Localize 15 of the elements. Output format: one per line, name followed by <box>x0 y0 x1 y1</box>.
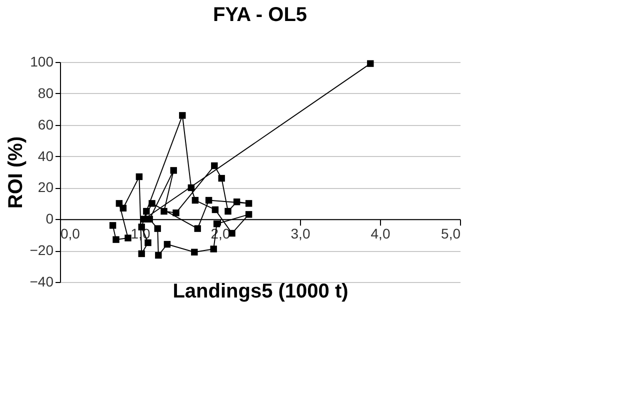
x-tick-label: 3,0 <box>290 226 310 242</box>
y-tick-label: −40 <box>30 274 54 290</box>
x-tick-label: 5,0 <box>441 226 461 242</box>
y-tick-label: 20 <box>38 179 54 196</box>
x-tick-label: 4,0 <box>370 226 390 242</box>
y-tick-label: 100 <box>30 54 54 70</box>
y-tick-label: 40 <box>38 148 54 164</box>
x-tick-label: 0,0 <box>60 226 80 242</box>
y-tick-label: 0 <box>46 210 54 227</box>
y-tick-label: 60 <box>38 116 54 132</box>
y-tick-label: −20 <box>30 242 54 258</box>
y-tick-label: 80 <box>38 84 54 101</box>
x-axis-title: Landings5 (1000 t) <box>172 280 348 303</box>
chart-title: FYA - OL5 <box>212 4 308 26</box>
y-axis-title: ROI (%) <box>4 136 27 209</box>
